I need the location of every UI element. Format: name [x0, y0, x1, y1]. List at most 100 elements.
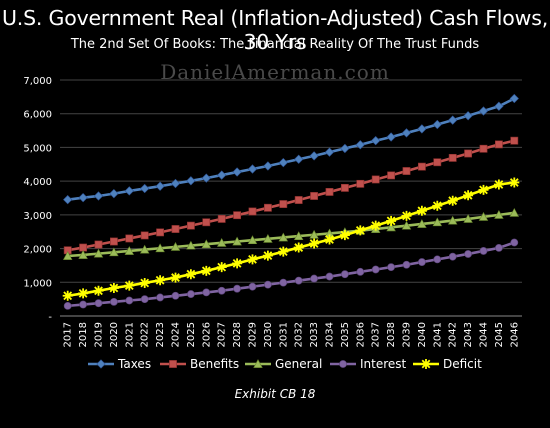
point-general-2046 — [509, 208, 520, 217]
point-interest-2039 — [402, 260, 411, 269]
point-interest-2041 — [433, 255, 442, 264]
legend-label-benefits: Benefits — [190, 357, 239, 371]
legend-marker-benefits — [169, 360, 177, 368]
point-interest-2035 — [340, 270, 349, 279]
legend-label-interest: Interest — [360, 357, 407, 371]
legend-label-general: General — [275, 357, 322, 371]
point-deficit-2029 — [247, 254, 258, 265]
point-deficit-2045 — [493, 179, 504, 190]
point-deficit-2042 — [447, 195, 458, 206]
point-deficit-2034 — [324, 234, 335, 245]
point-general-2045 — [494, 210, 504, 219]
point-taxes-2024 — [170, 178, 181, 189]
point-general-2039 — [401, 220, 412, 230]
x-tick-label-2045: 2045 — [494, 322, 505, 347]
point-taxes-2035 — [340, 143, 350, 154]
point-interest-2019 — [94, 299, 103, 308]
point-general-2043 — [463, 214, 473, 223]
point-taxes-2029 — [247, 164, 258, 174]
point-general-2026 — [201, 239, 212, 249]
point-taxes-2040 — [417, 124, 427, 134]
point-deficit-2038 — [386, 215, 397, 226]
point-general-2021 — [124, 246, 135, 255]
legend-marker-general — [253, 359, 263, 368]
x-tick-label-2018: 2018 — [78, 322, 89, 347]
point-deficit-2027 — [216, 262, 227, 273]
point-general-2032 — [293, 231, 304, 240]
point-deficit-2020 — [108, 283, 119, 294]
point-benefits-2032 — [294, 196, 303, 204]
point-benefits-2037 — [371, 175, 380, 184]
x-tick-label-2034: 2034 — [325, 322, 336, 347]
point-benefits-2026 — [202, 218, 211, 227]
point-interest-2032 — [294, 276, 303, 285]
point-interest-2043 — [464, 250, 472, 258]
point-interest-2021 — [125, 296, 134, 305]
point-interest-2038 — [387, 263, 395, 272]
x-tick-label-2019: 2019 — [94, 322, 105, 347]
x-tick-label-2035: 2035 — [340, 322, 351, 347]
point-general-2041 — [432, 217, 443, 227]
point-interest-2040 — [417, 258, 426, 266]
point-benefits-2028 — [233, 211, 241, 220]
point-deficit-2035 — [339, 230, 350, 241]
point-interest-2025 — [186, 290, 195, 298]
point-interest-2033 — [310, 274, 318, 283]
point-deficit-2044 — [478, 184, 489, 195]
point-deficit-2021 — [124, 280, 135, 291]
point-taxes-2027 — [217, 170, 227, 180]
point-interest-2026 — [202, 288, 211, 297]
point-taxes-2023 — [155, 181, 165, 191]
point-benefits-2029 — [248, 207, 257, 216]
point-interest-2031 — [279, 278, 288, 287]
point-interest-2024 — [171, 291, 180, 300]
point-interest-2046 — [510, 238, 519, 247]
x-tick-label-2033: 2033 — [309, 322, 320, 347]
point-general-2044 — [478, 212, 489, 221]
point-taxes-2022 — [140, 183, 150, 194]
point-interest-2023 — [156, 293, 164, 302]
point-interest-2028 — [233, 284, 241, 293]
y-tick-label-4000: 4,000 — [23, 177, 52, 188]
point-benefits-2041 — [433, 158, 442, 167]
x-tick-label-2046: 2046 — [509, 322, 520, 347]
x-tick-label-2024: 2024 — [171, 322, 182, 347]
x-tick-label-2020: 2020 — [109, 322, 120, 347]
point-general-2027 — [216, 238, 227, 247]
x-tick-label-2030: 2030 — [263, 322, 274, 347]
point-benefits-2043 — [464, 149, 472, 158]
x-tick-label-2027: 2027 — [217, 322, 228, 347]
y-tick-label-0: - — [48, 312, 52, 323]
point-interest-2020 — [110, 297, 118, 306]
point-benefits-2045 — [494, 140, 503, 149]
x-tick-label-2017: 2017 — [63, 322, 74, 347]
point-benefits-2031 — [279, 200, 288, 208]
point-interest-2037 — [371, 265, 380, 274]
y-tick-label-6000: 6,000 — [23, 110, 52, 121]
point-taxes-2032 — [294, 154, 304, 164]
series-line-deficit — [67, 181, 515, 298]
point-general-2033 — [309, 229, 319, 239]
point-benefits-2022 — [140, 231, 149, 240]
point-benefits-2042 — [448, 153, 457, 162]
point-general-2025 — [186, 240, 196, 250]
x-tick-label-2028: 2028 — [232, 322, 243, 347]
point-taxes-2044 — [478, 106, 489, 116]
x-tick-label-2022: 2022 — [140, 322, 151, 347]
point-taxes-2038 — [386, 132, 396, 142]
x-tick-label-2036: 2036 — [355, 322, 366, 347]
y-tick-label-7000: 7,000 — [23, 76, 52, 87]
point-deficit-2019 — [93, 285, 104, 296]
point-deficit-2033 — [309, 238, 320, 249]
y-tick-label-1000: 1,000 — [23, 278, 52, 289]
point-interest-2017 — [63, 301, 72, 310]
point-taxes-2018 — [78, 193, 88, 203]
point-taxes-2042 — [448, 115, 458, 125]
point-benefits-2039 — [402, 167, 411, 175]
x-tick-label-2040: 2040 — [417, 322, 428, 347]
point-benefits-2035 — [340, 183, 349, 192]
point-taxes-2037 — [371, 136, 381, 146]
x-tick-label-2042: 2042 — [448, 322, 459, 347]
